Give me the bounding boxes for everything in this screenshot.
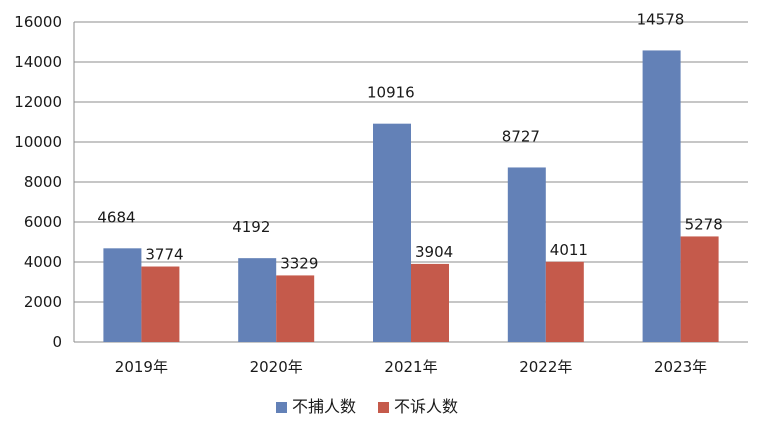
- bar-series-2: [141, 266, 180, 342]
- legend-swatch: [276, 402, 287, 413]
- bars: [103, 50, 719, 343]
- y-tick-label: 10000: [14, 133, 62, 151]
- y-tick-label: 16000: [14, 13, 62, 31]
- y-tick-label: 4000: [24, 253, 62, 271]
- bar-series-1: [103, 248, 142, 342]
- x-tick-label: 2021年: [384, 358, 437, 376]
- bar-series-2: [276, 275, 315, 342]
- data-label: 4011: [550, 241, 588, 259]
- legend-swatch: [378, 402, 389, 413]
- legend-label: 不诉人数: [394, 397, 458, 416]
- x-axis-ticks: 2019年 2020年 2021年 2022年 2023年: [115, 358, 707, 376]
- data-label: 4192: [232, 218, 270, 236]
- y-tick-label: 14000: [14, 53, 62, 71]
- bar-series-1: [642, 50, 681, 342]
- y-tick-label: 12000: [14, 93, 62, 111]
- y-tick-label: 2000: [24, 293, 62, 311]
- bar-series-2: [545, 261, 584, 342]
- bar-series-2: [411, 263, 449, 342]
- data-label: 3329: [280, 254, 318, 272]
- y-tick-label: 0: [52, 333, 62, 351]
- data-label: 3904: [415, 243, 453, 261]
- legend: 不捕人数 不诉人数: [276, 397, 458, 416]
- data-label: 14578: [637, 10, 685, 28]
- x-tick-label: 2020年: [250, 358, 303, 376]
- y-tick-label: 6000: [24, 213, 62, 231]
- x-tick-label: 2023年: [654, 358, 707, 376]
- data-label: 8727: [502, 127, 540, 145]
- bar-series-2: [680, 236, 719, 342]
- bar-series-1: [507, 167, 546, 342]
- data-label: 10916: [367, 84, 415, 102]
- data-label: 3774: [145, 246, 183, 264]
- data-label: 5278: [685, 215, 723, 233]
- data-labels: 4684 3774 4192 3329 10916 3904 8727 4011 14578 52…: [97, 10, 722, 272]
- y-tick-label: 8000: [24, 173, 62, 191]
- bar-series-1: [373, 123, 411, 343]
- bar-series-1: [238, 258, 277, 342]
- x-tick-label: 2019年: [115, 358, 168, 376]
- x-tick-label: 2022年: [519, 358, 572, 376]
- y-axis-ticks: 0 2000 4000 6000 8000 10000 12000 14000 16000: [14, 13, 62, 351]
- legend-label: 不捕人数: [292, 397, 356, 416]
- data-label: 4684: [97, 208, 135, 226]
